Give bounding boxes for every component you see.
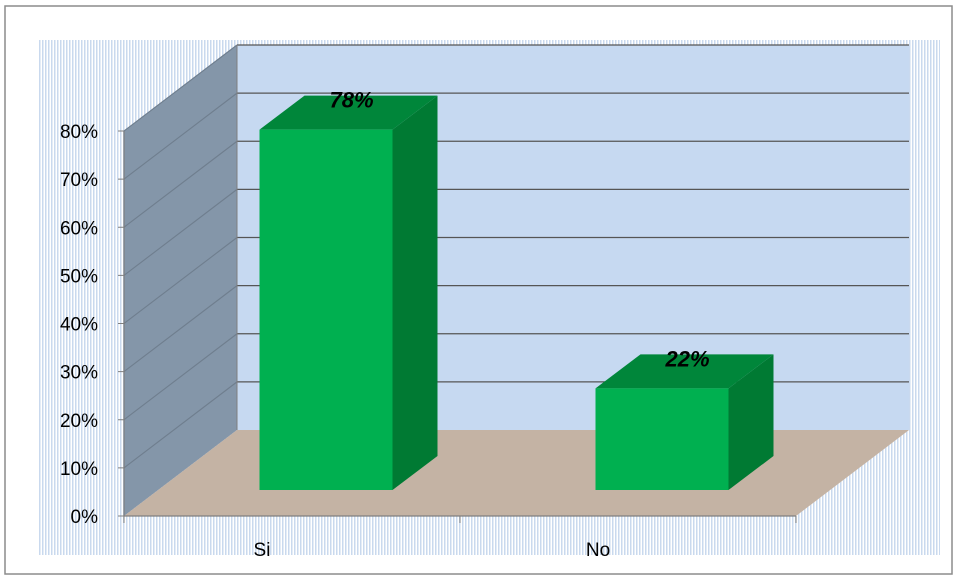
- y-tick-label: 70%: [60, 170, 98, 191]
- bar-top: [259, 95, 438, 130]
- gridline-side: [123, 92, 238, 180]
- bar-top: [595, 354, 774, 389]
- x-category-label: Si: [254, 540, 271, 561]
- floor: [124, 430, 909, 516]
- bar-side: [728, 354, 774, 490]
- x-category-label: No: [586, 540, 610, 561]
- y-tick-label: 20%: [60, 411, 98, 432]
- y-tick-label: 60%: [60, 218, 98, 239]
- bar: [259, 129, 393, 490]
- y-tick-label: 40%: [60, 315, 98, 336]
- gridline-side: [123, 285, 238, 373]
- y-tick-label: 50%: [60, 266, 98, 287]
- gridline-side: [123, 188, 238, 276]
- gridline-side: [123, 44, 238, 132]
- gridline-side: [123, 381, 238, 469]
- y-tick-label: 10%: [60, 459, 98, 480]
- gridline-side: [123, 237, 238, 324]
- data-label: 22%: [665, 346, 710, 371]
- data-label: 78%: [330, 88, 374, 113]
- y-tick-label: 80%: [60, 122, 98, 143]
- bar: [595, 388, 729, 490]
- bar-side: [392, 95, 438, 490]
- gridline-side: [123, 140, 238, 228]
- y-tick-label: 30%: [60, 363, 98, 384]
- y-tick-label: 0%: [71, 507, 99, 528]
- gridline-side: [123, 333, 238, 421]
